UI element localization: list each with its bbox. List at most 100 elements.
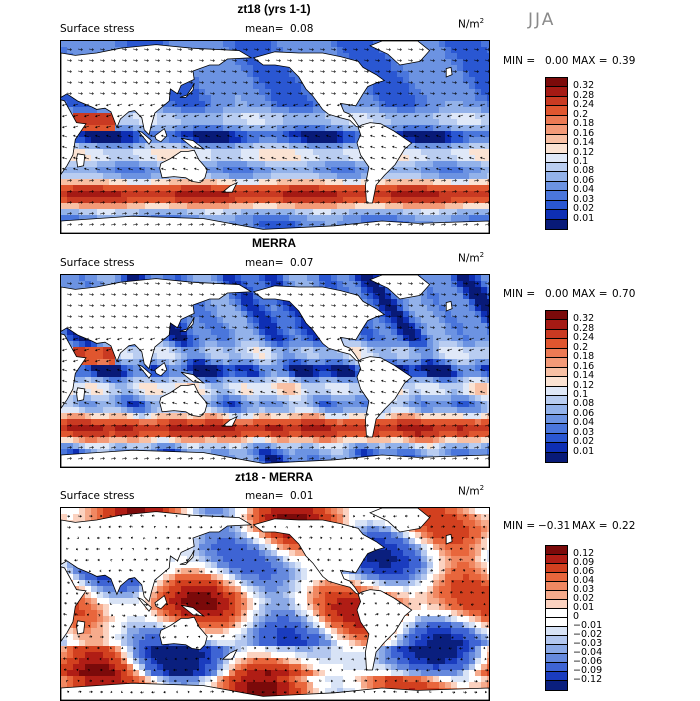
panel-3-colorbar-label: 0 xyxy=(573,611,580,622)
panel-3-colorbar-swatch xyxy=(546,591,567,600)
panel-3-colorbar-swatch xyxy=(546,636,567,645)
season-label: JJA xyxy=(528,10,556,30)
panel-3-colorbar-swatch xyxy=(546,645,567,654)
panel-3-colorbar-label: 0.01 xyxy=(573,602,595,613)
panel-2-colorbar-swatch xyxy=(546,320,567,330)
panel-1-colorbar-swatch xyxy=(546,87,567,97)
panel-1-colorbar-label: 0.16 xyxy=(573,127,595,139)
panel-2-colorbar-label: 0.1 xyxy=(573,388,589,400)
panel-1-title: zt18 (yrs 1-1) xyxy=(237,2,311,16)
panel-2-mean-label: mean= xyxy=(245,257,284,269)
panel-1-colorbar-label: 0.24 xyxy=(573,99,595,111)
panel-2-max-label: MAX = xyxy=(572,288,608,300)
panel-2-colorbar-swatch xyxy=(546,367,567,378)
panel-1-colorbar-label: 0.1 xyxy=(573,155,589,167)
panel-2-colorbar-swatch xyxy=(546,311,567,321)
panel-1-colorbar-swatch xyxy=(546,181,567,192)
panel-2-colorbar-label: 0.28 xyxy=(573,322,595,334)
panel-2-colorbar-swatch xyxy=(546,405,567,415)
panel-3-mean-value: 0.01 xyxy=(290,490,314,502)
panel-2-colorbar-swatch xyxy=(546,395,567,406)
panel-2-coastlines xyxy=(61,275,489,467)
panel-3-colorbar-swatch xyxy=(546,600,567,609)
panel-2-colorbar-label: 0.24 xyxy=(573,332,595,344)
panel-3-mean-label: mean= xyxy=(245,490,284,502)
panel-2-field-label: Surface stress xyxy=(60,257,135,269)
panel-1-field-label: Surface stress xyxy=(60,23,135,35)
panel-2-max-value: 0.70 xyxy=(612,288,636,300)
panel-2-colorbar-label: 0.08 xyxy=(573,398,595,410)
panel-1-colorbar-swatch xyxy=(546,191,567,201)
panel-2-colorbar-swatch xyxy=(546,386,567,396)
panel-3-colorbar xyxy=(545,545,568,691)
panel-3-colorbar-label: −0.06 xyxy=(573,656,603,667)
panel-1-colorbar-label: 0.32 xyxy=(573,80,595,92)
panel-2-colorbar-label: 0.01 xyxy=(573,445,595,457)
panel-3-colorbar-swatch xyxy=(546,654,567,663)
panel-2-colorbar-label: 0.03 xyxy=(573,426,595,438)
panel-2-colorbar-label: 0.12 xyxy=(573,379,595,391)
panel-1-colorbar-swatch xyxy=(546,96,567,107)
panel-2-map-svg xyxy=(61,275,489,467)
panel-1-colorbar-swatch xyxy=(546,210,567,220)
panel-1-colorbar-label: 0.18 xyxy=(573,118,595,130)
panel-3-min-value: −0.31 xyxy=(538,520,571,532)
panel-1-mean-value: 0.08 xyxy=(290,23,314,35)
panel-1-colorbar-label: 0.08 xyxy=(573,165,595,177)
panel-1-map-svg xyxy=(61,41,489,233)
panel-2-colorbar-swatch xyxy=(546,358,567,368)
panel-3-vectors xyxy=(63,514,489,694)
panel-1-colorbar-swatch xyxy=(546,219,567,229)
panel-2-colorbar-label: 0.06 xyxy=(573,407,595,419)
panel-1-colorbar-label: 0.04 xyxy=(573,184,595,196)
panel-1-colorbar-label: 0.12 xyxy=(573,146,595,158)
panel-3-colorbar-swatch xyxy=(546,609,567,618)
panel-3-colorbar-label: −0.02 xyxy=(573,629,603,640)
panel-3-colorbar-label: −0.03 xyxy=(573,638,603,649)
panel-1-colorbar-label: 0.01 xyxy=(573,212,595,224)
panel-3-field-label: Surface stress xyxy=(60,490,135,502)
panel-1-colorbar-label: 0.02 xyxy=(573,203,595,215)
panel-1-colorbar-swatch xyxy=(546,200,567,211)
panel-2-colorbar-label: 0.04 xyxy=(573,417,595,429)
panel-3-colorbar-swatch xyxy=(546,564,567,573)
panel-3-max-value: 0.22 xyxy=(612,520,636,532)
panel-2-vectors xyxy=(62,282,489,460)
panel-2-colorbar-label: 0.16 xyxy=(573,360,595,372)
panel-2-colorbar-swatch xyxy=(546,377,567,387)
panel-2-colorbar-label: 0.14 xyxy=(573,370,595,382)
panel-3-colorbar-swatch xyxy=(546,663,567,672)
panel-3-colorbar-label: 0.06 xyxy=(573,566,595,577)
panel-3-max-label: MAX = xyxy=(572,520,608,532)
panel-2-title: MERRA xyxy=(252,236,296,250)
panel-1-colorbar-swatch xyxy=(546,115,567,126)
panel-2-colorbar-swatch xyxy=(546,424,567,434)
panel-2-colorbar-swatch xyxy=(546,452,567,462)
panel-1-max-label: MAX = xyxy=(572,55,608,67)
panel-2-colorbar-label: 0.2 xyxy=(573,341,589,353)
panel-2-colorbar-swatch xyxy=(546,348,567,359)
panel-3-colorbar-swatch xyxy=(546,573,567,582)
panel-1-colorbar-swatch xyxy=(546,153,567,163)
panel-1-colorbar-label: 0.28 xyxy=(573,89,595,101)
panel-3-colorbar-label: −0.12 xyxy=(573,674,603,685)
panel-3-colorbar-swatch xyxy=(546,627,567,636)
panel-3-unit: N/m2 xyxy=(458,484,485,498)
panel-1-colorbar-swatch xyxy=(546,144,567,154)
panel-3-colorbar-swatch xyxy=(546,582,567,591)
panel-1-min-value: 0.00 xyxy=(545,55,569,67)
panel-1-unit: N/m2 xyxy=(458,17,485,31)
panel-3-colorbar-swatch xyxy=(546,546,567,555)
panel-3-coastlines xyxy=(61,508,489,700)
panel-1-min-label: MIN = xyxy=(503,55,536,67)
panel-1-vectors xyxy=(62,48,489,226)
panel-2-min-label: MIN = xyxy=(503,288,536,300)
panel-3-colorbar-label: 0.04 xyxy=(573,575,595,586)
panel-2-colorbar-swatch xyxy=(546,443,567,453)
panel-2-min-value: 0.00 xyxy=(545,288,569,300)
panel-1-colorbar-swatch xyxy=(546,125,567,135)
panel-3-map xyxy=(60,507,490,701)
panel-2-unit: N/m2 xyxy=(458,251,485,265)
panel-3-colorbar-label: 0.02 xyxy=(573,593,595,604)
panel-1-colorbar-swatch xyxy=(546,106,567,116)
